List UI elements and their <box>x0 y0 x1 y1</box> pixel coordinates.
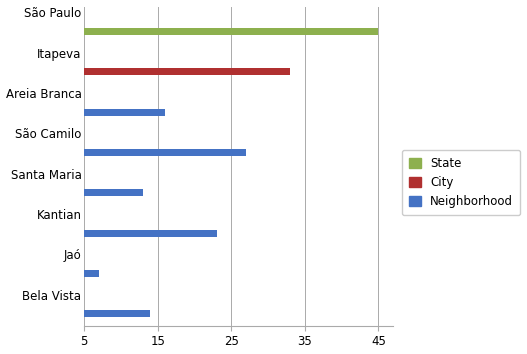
Bar <box>47 189 143 196</box>
Bar <box>47 109 165 116</box>
Bar <box>47 229 217 236</box>
Bar <box>47 68 290 75</box>
Bar <box>47 310 150 317</box>
Bar <box>47 270 99 277</box>
Bar <box>47 149 246 156</box>
Legend: State, City, Neighborhood: State, City, Neighborhood <box>402 150 521 215</box>
Bar <box>47 28 378 35</box>
